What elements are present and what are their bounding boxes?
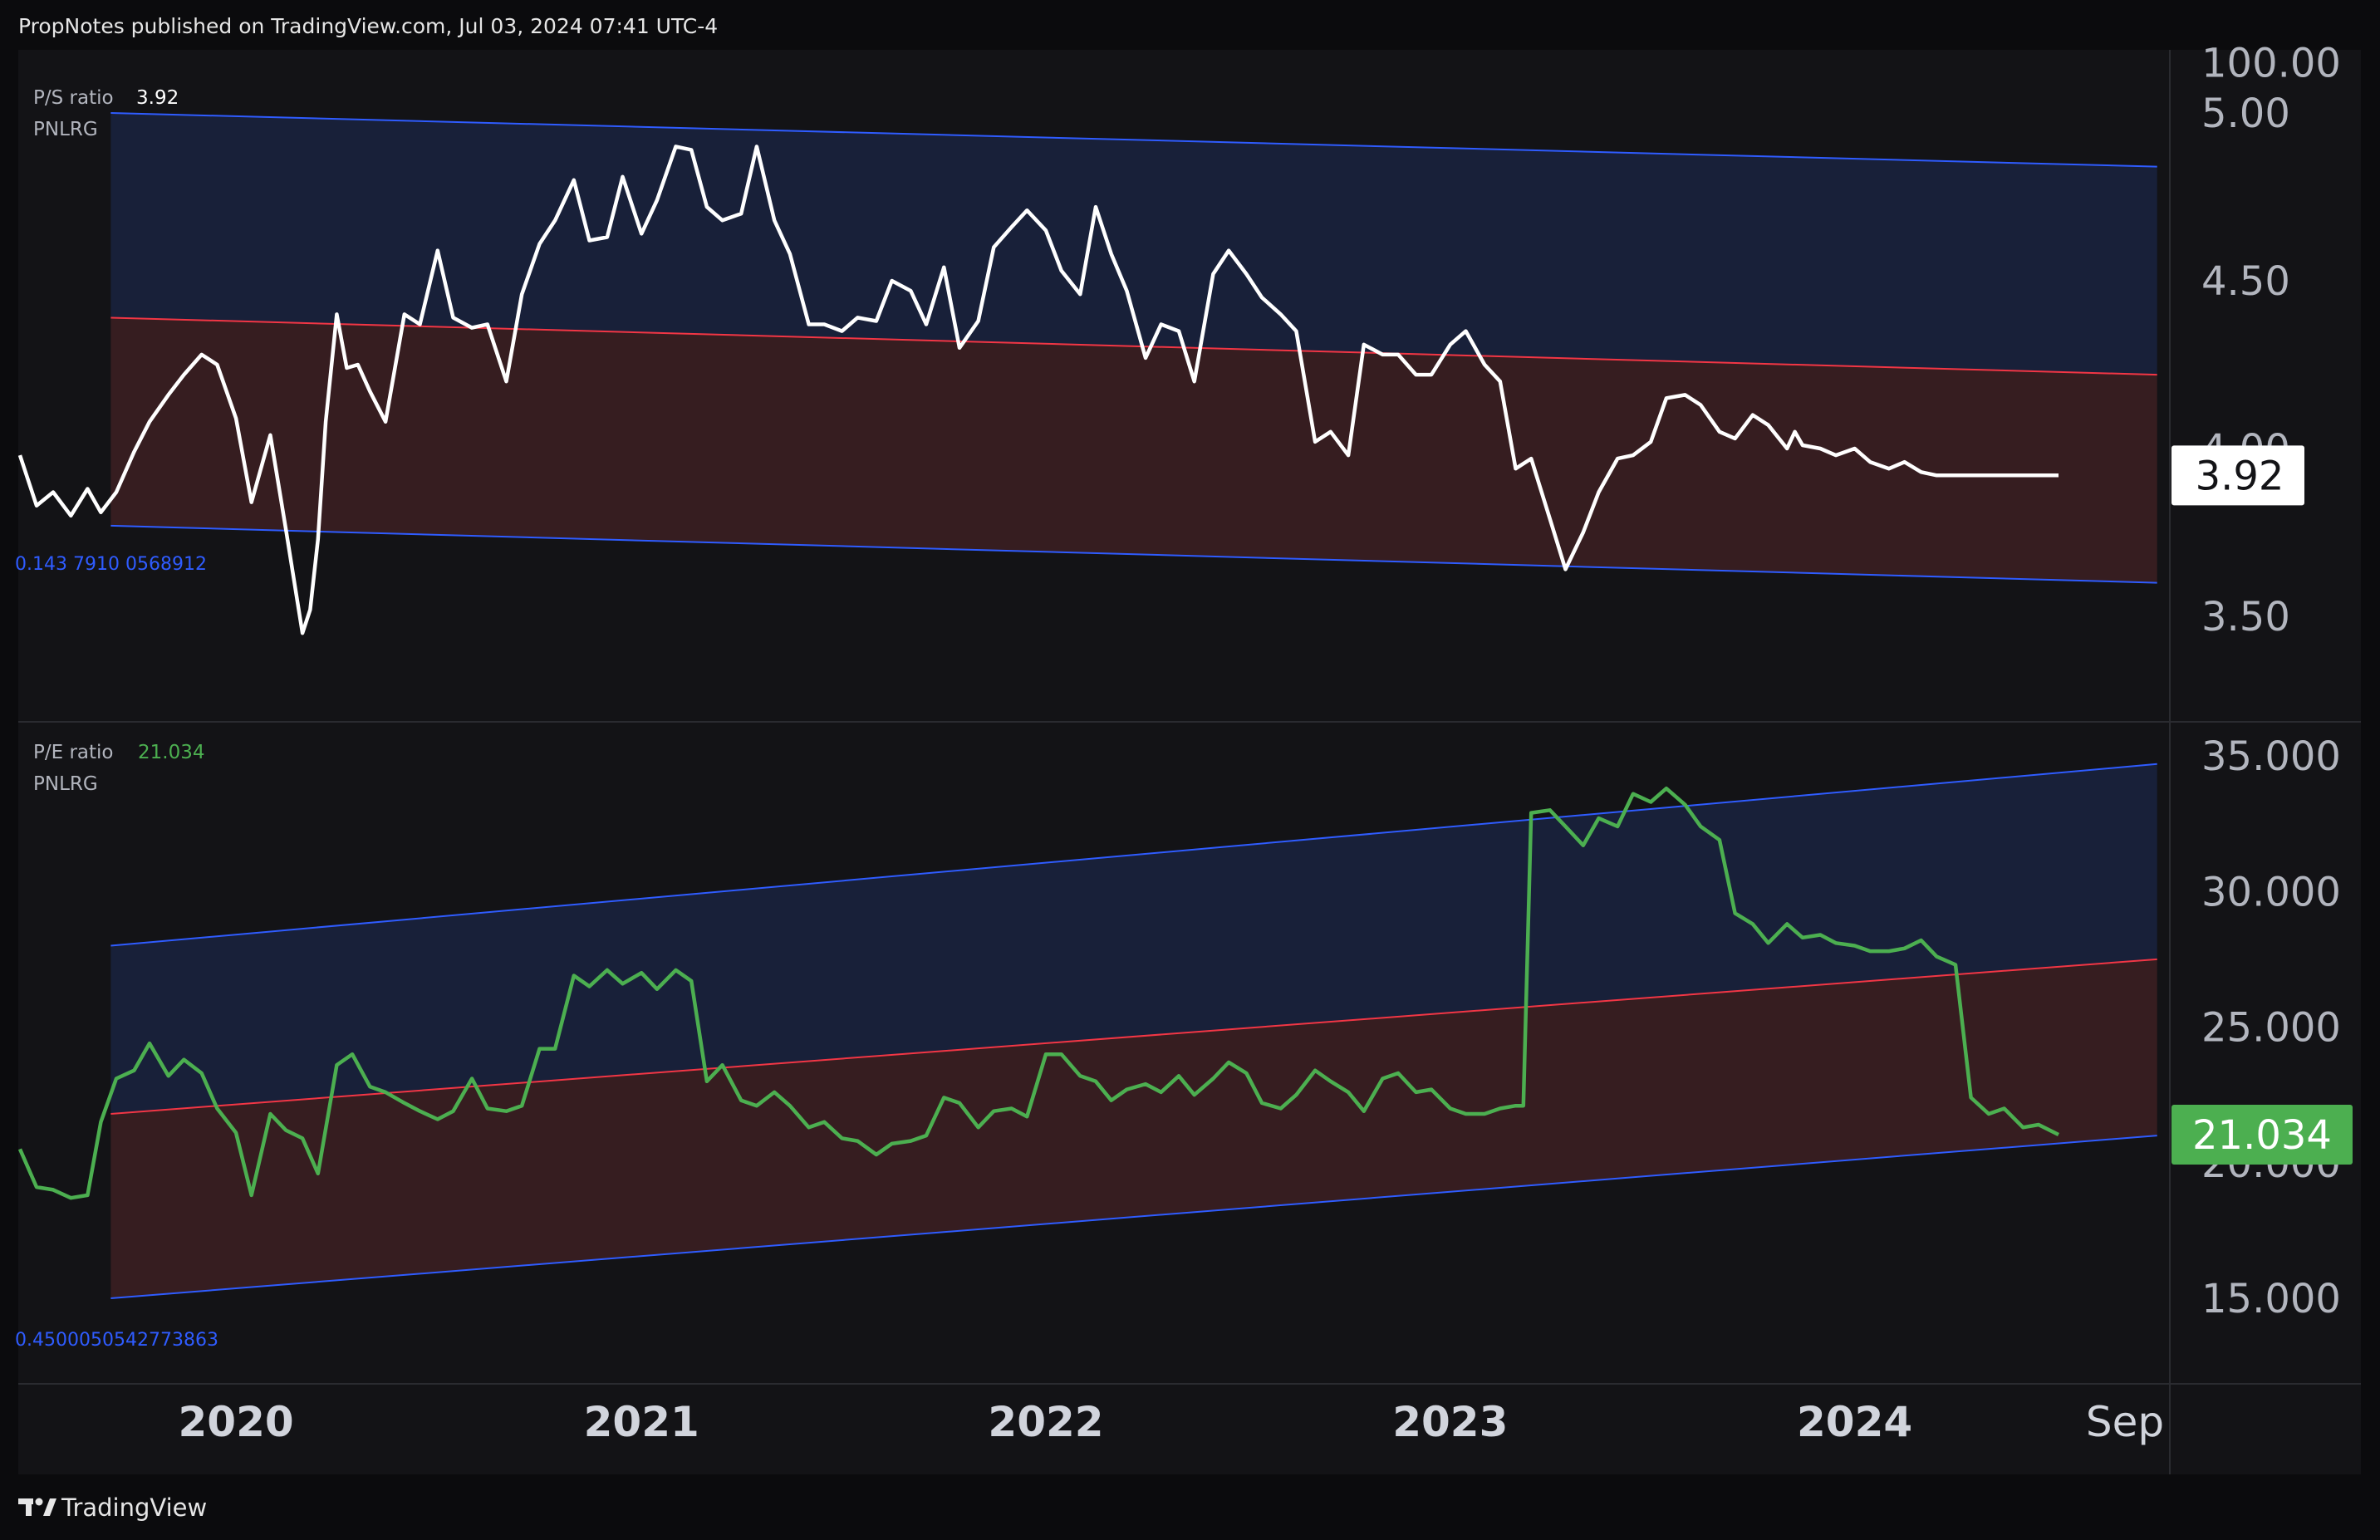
- pe-indicator-name[interactable]: P/E ratio: [33, 742, 114, 763]
- ps-symbol-label: PNLRG: [33, 119, 98, 140]
- tradingview-logo[interactable]: TradingView: [18, 1493, 207, 1522]
- ps-last-value-text: 3.92: [2196, 453, 2284, 499]
- pe-series-line: [17, 786, 2060, 1200]
- tradingview-logo-icon: [18, 1498, 56, 1516]
- ps-ratio-pane[interactable]: 0.143 7910 0568912 P/S ratio 3.92 PNLRG …: [15, 40, 2341, 640]
- ps-last-value-badge: 3.92: [2171, 445, 2304, 506]
- pe-price-tick-label: 25.000: [2201, 1005, 2341, 1052]
- ps-channel: [110, 112, 2157, 584]
- time-axis-label: 2022: [988, 1398, 1103, 1446]
- ps-channel-mid-line: [110, 316, 2157, 376]
- ps-channel-lower-fill: [110, 317, 2157, 583]
- time-axis-label: 2021: [584, 1398, 699, 1446]
- time-axis-label: 2024: [1797, 1398, 1912, 1446]
- ps-price-tick-label: 100.00: [2201, 40, 2341, 86]
- pe-last-value-badge: 21.034: [2171, 1104, 2353, 1165]
- pe-channel: [110, 763, 2157, 1299]
- pe-ratio-pane[interactable]: 0.4500050542773863 P/E ratio 21.034 PNLR…: [15, 733, 2353, 1351]
- pe-indicator-value: 21.034: [138, 742, 204, 763]
- time-axis-label: 2020: [178, 1398, 293, 1446]
- time-axis-label: Sep: [2086, 1398, 2164, 1446]
- ps-indicator-name[interactable]: P/S ratio: [33, 87, 114, 109]
- time-axis-label: 2023: [1392, 1398, 1508, 1446]
- ps-channel-lower-line: [110, 524, 2157, 584]
- published-by-text: PropNotes published on TradingView.com, …: [18, 14, 718, 38]
- ps-channel-upper-line: [110, 112, 2157, 168]
- pe-channel-lower-fill: [110, 959, 2157, 1298]
- pe-price-tick-label: 35.000: [2201, 733, 2341, 780]
- ps-series-line: [17, 145, 2059, 635]
- pe-channel-mid-line: [110, 958, 2157, 1115]
- ps-channel-value-label: 0.143 7910 0568912: [15, 554, 207, 575]
- ps-price-tick-label: 5.00: [2201, 91, 2290, 137]
- pe-symbol-label: PNLRG: [33, 773, 98, 795]
- time-axis[interactable]: 2020 2021 2022 2023 2024 Sep: [178, 1398, 2164, 1446]
- ps-indicator-value: 3.92: [136, 87, 179, 109]
- pe-channel-lower-line: [110, 1135, 2157, 1299]
- pe-price-tick-label: 15.000: [2201, 1276, 2341, 1322]
- pe-last-value-text: 21.034: [2192, 1112, 2332, 1159]
- pe-channel-upper-fill: [110, 763, 2157, 1114]
- ps-price-tick-label: 3.50: [2201, 594, 2290, 640]
- pe-channel-upper-line: [110, 763, 2157, 947]
- ps-price-tick-label: 4.50: [2201, 258, 2290, 305]
- pe-channel-value-label: 0.4500050542773863: [15, 1330, 218, 1351]
- pe-price-tick-label: 30.000: [2201, 869, 2341, 915]
- tradingview-brand-text: TradingView: [61, 1493, 207, 1522]
